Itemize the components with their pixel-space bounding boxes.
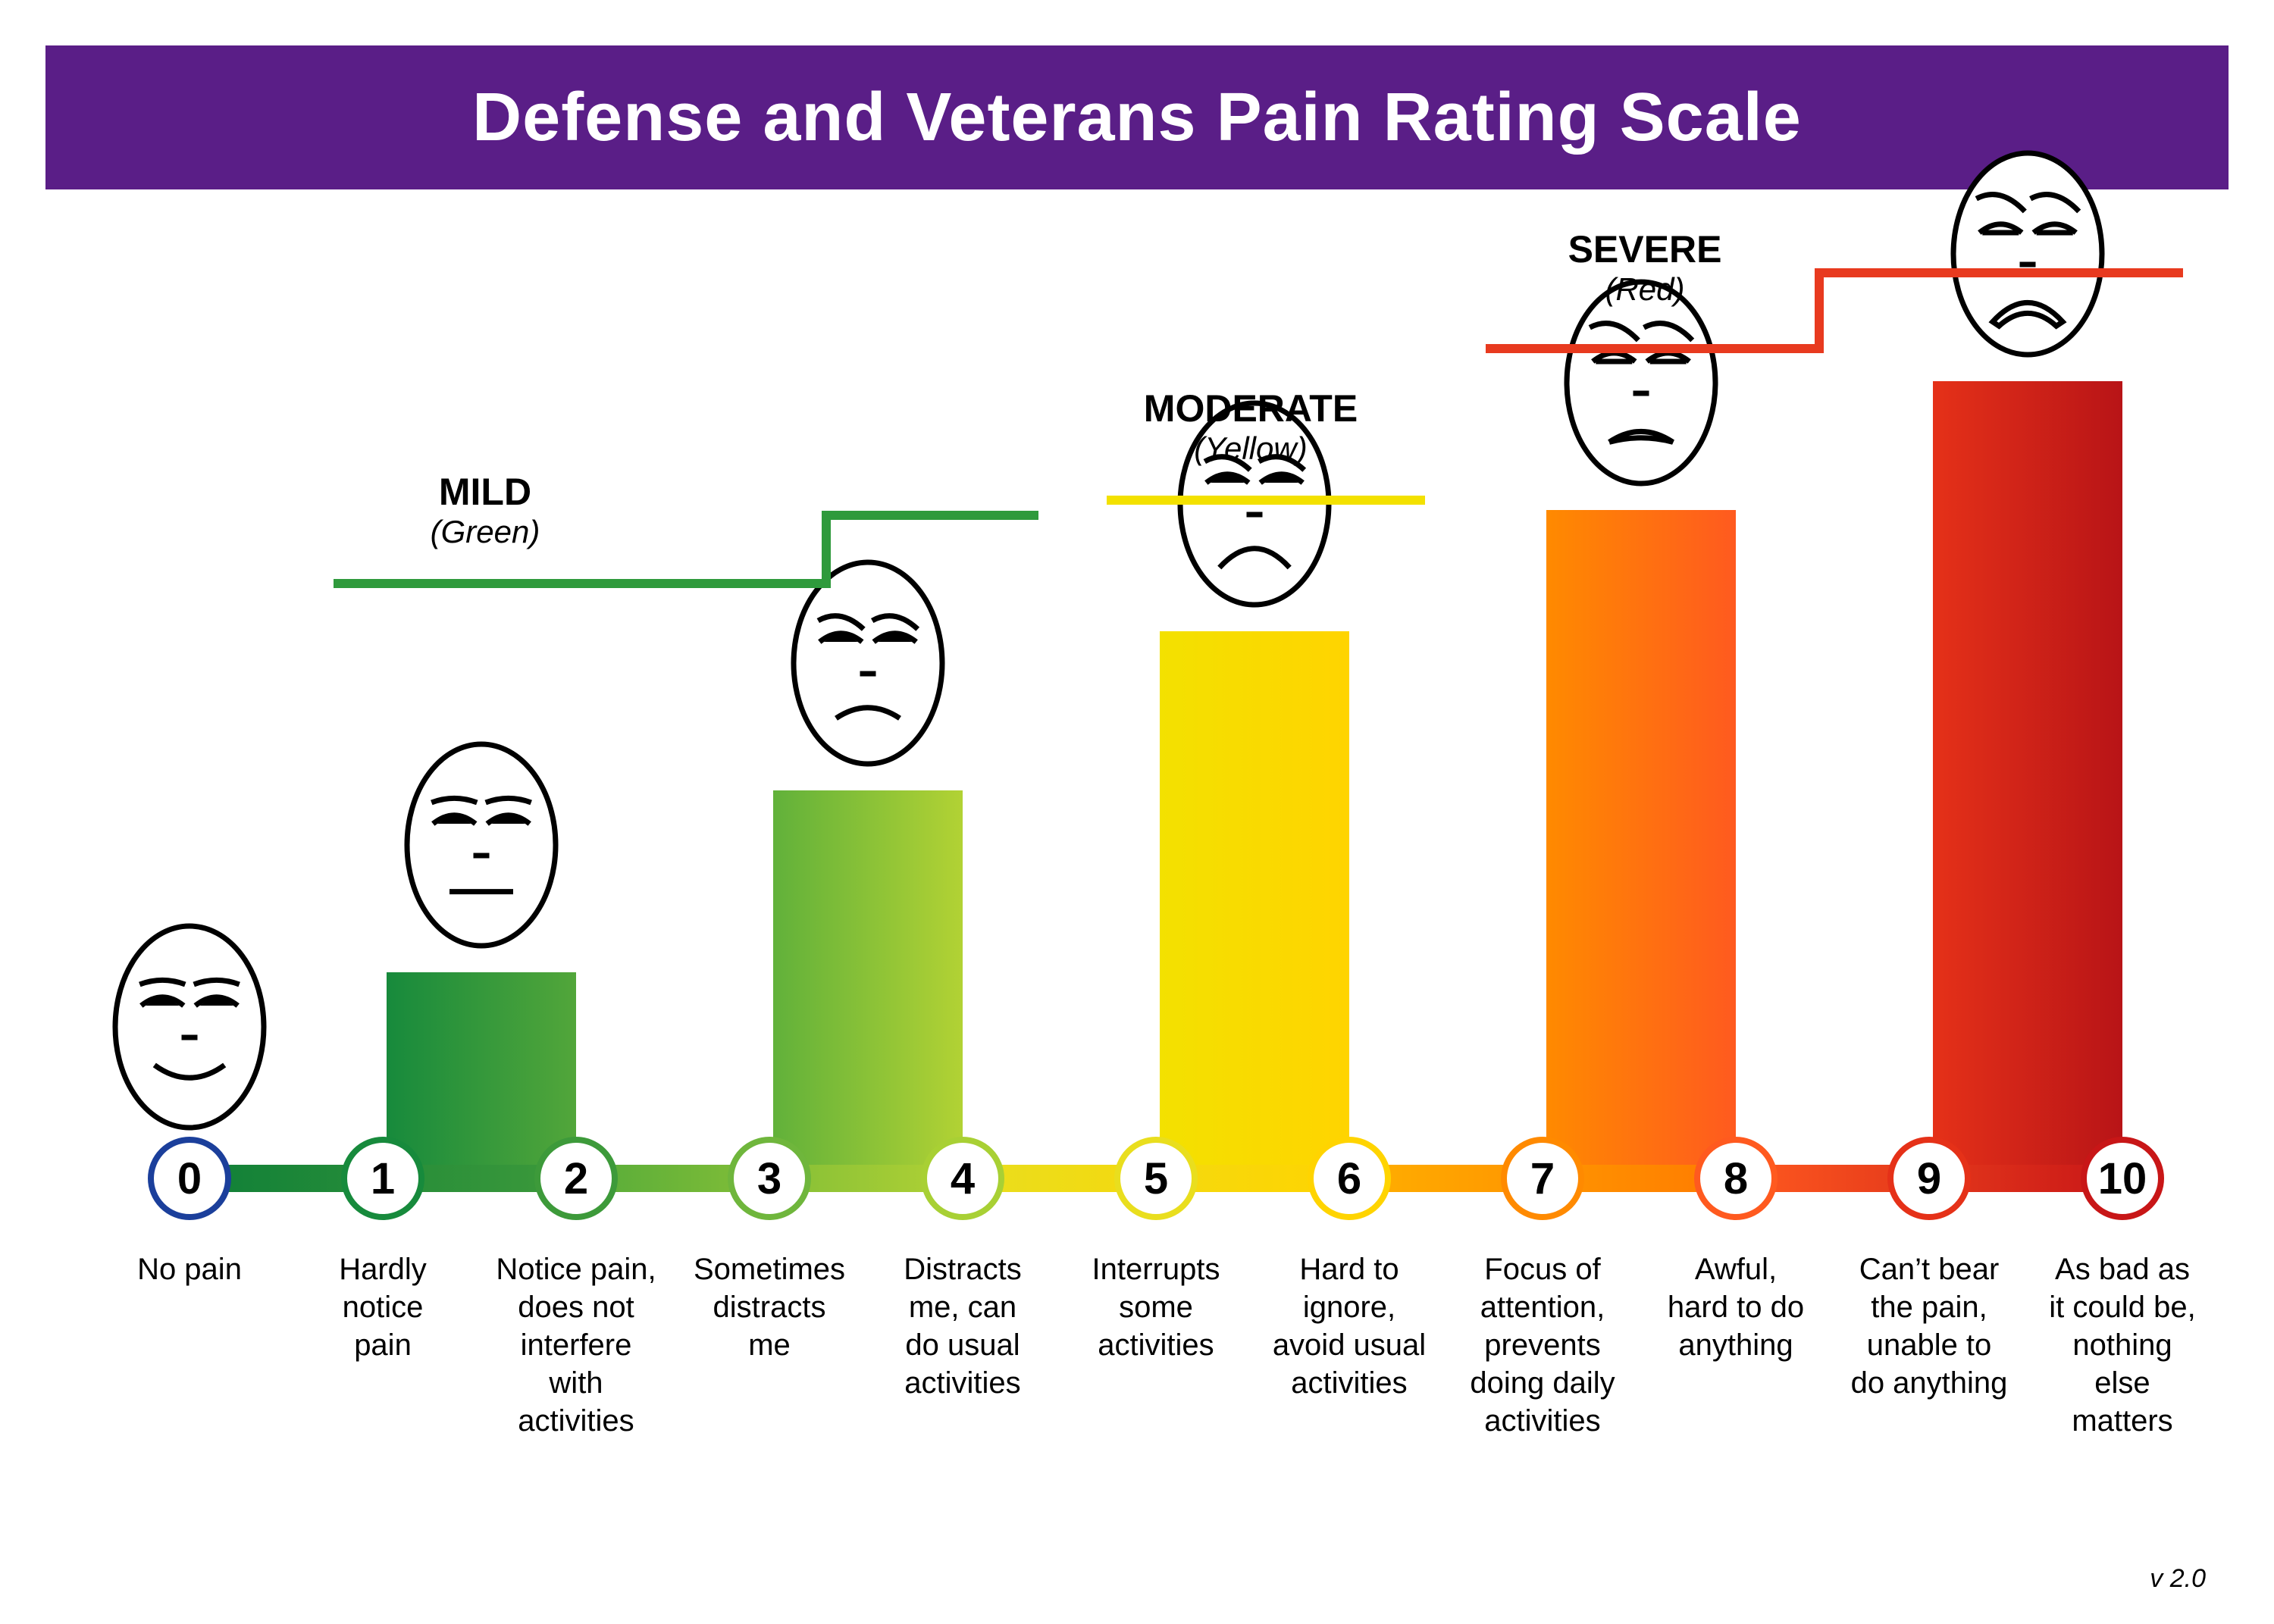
scale-description-8: Awful,hard to doanything (1640, 1250, 1833, 1364)
scale-number: 10 (2098, 1153, 2147, 1204)
scale-number: 3 (757, 1153, 781, 1204)
scale-description-4: Distractsme, cando usualactivities (866, 1250, 1060, 1402)
scale-description-1: Hardlynoticepain (287, 1250, 480, 1364)
category-label-mild: MILD(Green) (334, 470, 637, 550)
scale-description-2: Notice pain,does notinterferewithactivit… (480, 1250, 673, 1440)
scale-number: 4 (951, 1153, 975, 1204)
category-label-severe: SEVERE(Red) (1493, 227, 1796, 308)
category-subtitle: (Yellow) (1099, 430, 1402, 467)
pain-scale-infographic: { "title": { "text": "Defense and Vetera… (0, 0, 2274, 1624)
bar-6 (1160, 631, 1349, 1192)
scale-description-0: No pain (93, 1250, 287, 1288)
bar-4 (773, 790, 963, 1192)
scale-point-4: 4 (921, 1137, 1004, 1220)
scale-description-5: Interruptssomeactivities (1060, 1250, 1253, 1364)
scale-description-10: As bad asit could be,nothingelsematters (2026, 1250, 2219, 1440)
scale-description-9: Can’t bearthe pain,unable todo anything (1833, 1250, 2026, 1402)
scale-description-7: Focus ofattention,preventsdoing dailyact… (1446, 1250, 1640, 1440)
scale-point-1: 1 (341, 1137, 424, 1220)
face-smile-icon (110, 921, 269, 1137)
scale-point-6: 6 (1308, 1137, 1391, 1220)
scale-number: 5 (1144, 1153, 1168, 1204)
scale-point-7: 7 (1501, 1137, 1584, 1220)
scale-point-8: 8 (1694, 1137, 1778, 1220)
category-title: MILD (334, 470, 637, 514)
scale-number: 1 (371, 1153, 395, 1204)
scale-description-3: Sometimesdistractsme (673, 1250, 866, 1364)
scale-body: MILD(Green) MODERATE(Yellow) SEVERE(Red) 0 N… (0, 0, 2274, 1624)
scale-number: 8 (1724, 1153, 1748, 1204)
version-label: v 2.0 (2150, 1564, 2206, 1594)
bar-8 (1546, 510, 1736, 1192)
category-subtitle: (Green) (334, 514, 637, 550)
face-slightfrown-icon (788, 557, 948, 773)
face-grimace-icon (1561, 277, 1721, 493)
scale-number: 7 (1530, 1153, 1555, 1204)
scale-point-10: 10 (2081, 1137, 2164, 1220)
scale-point-3: 3 (728, 1137, 811, 1220)
scale-number: 2 (564, 1153, 588, 1204)
category-label-moderate: MODERATE(Yellow) (1099, 386, 1402, 467)
category-subtitle: (Red) (1493, 271, 1796, 308)
scale-point-5: 5 (1114, 1137, 1198, 1220)
scale-point-0: 0 (148, 1137, 231, 1220)
category-title: SEVERE (1493, 227, 1796, 271)
scale-number: 6 (1337, 1153, 1361, 1204)
scale-description-6: Hard toignore,avoid usualactivities (1253, 1250, 1446, 1402)
scale-number: 0 (177, 1153, 202, 1204)
scale-number: 9 (1917, 1153, 1941, 1204)
category-title: MODERATE (1099, 386, 1402, 430)
scale-point-9: 9 (1887, 1137, 1971, 1220)
face-agony-icon (1948, 148, 2107, 364)
bar-10 (1933, 381, 2122, 1192)
scale-point-2: 2 (534, 1137, 618, 1220)
face-neutral-icon (402, 739, 561, 955)
